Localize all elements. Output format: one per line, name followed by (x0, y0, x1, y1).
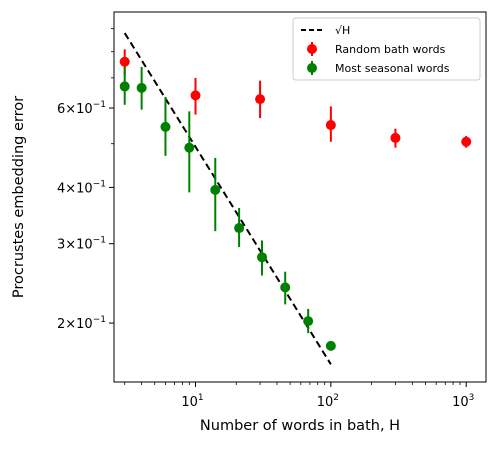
legend-label-1: Random bath words (335, 43, 446, 56)
data-point-1-3 (184, 142, 195, 153)
y-tick-label-1: 3×10−1 (57, 236, 106, 253)
data-point-1-4 (210, 184, 221, 195)
data-point-1-1 (136, 82, 147, 93)
legend-box (292, 17, 481, 81)
data-point-0-0 (119, 56, 130, 67)
x-tick-label-1: 102 (317, 393, 339, 410)
plot-area (119, 32, 472, 365)
x-axis-title: Number of words in bath, H (200, 418, 400, 434)
data-point-1-5 (234, 223, 245, 234)
data-point-1-0 (119, 81, 130, 92)
data-point-1-7 (280, 282, 291, 293)
x-tick-label-2: 103 (452, 393, 474, 410)
data-point-1-2 (160, 121, 171, 132)
data-point-0-4 (390, 132, 401, 143)
x-tick-label-0: 101 (181, 393, 203, 410)
data-point-0-1 (190, 90, 201, 101)
reference-line-sqrt-h (123, 32, 332, 365)
series-0 (119, 49, 472, 148)
axis-ticks: 101 102 103 2×10−1 3×10−1 4×10−1 6×10−1 (57, 28, 474, 410)
legend-label-2: Most seasonal words (335, 62, 450, 75)
data-point-0-2 (255, 94, 266, 105)
data-point-0-5 (461, 136, 472, 147)
data-point-1-6 (257, 252, 268, 263)
y-axis-title: Procrustes embedding error (11, 96, 27, 298)
y-tick-label-2: 4×10−1 (57, 179, 106, 196)
legend-label-0: √H (335, 24, 350, 37)
y-tick-label-3: 6×10−1 (57, 100, 106, 117)
series-1 (119, 66, 336, 351)
y-tick-label-0: 2×10−1 (57, 315, 106, 332)
legend: √H Random bath words Most seasonal words (292, 17, 481, 81)
data-point-1-9 (325, 340, 336, 351)
data-point-0-3 (325, 120, 336, 131)
axes-frame (113, 11, 487, 383)
data-point-1-8 (303, 316, 314, 327)
